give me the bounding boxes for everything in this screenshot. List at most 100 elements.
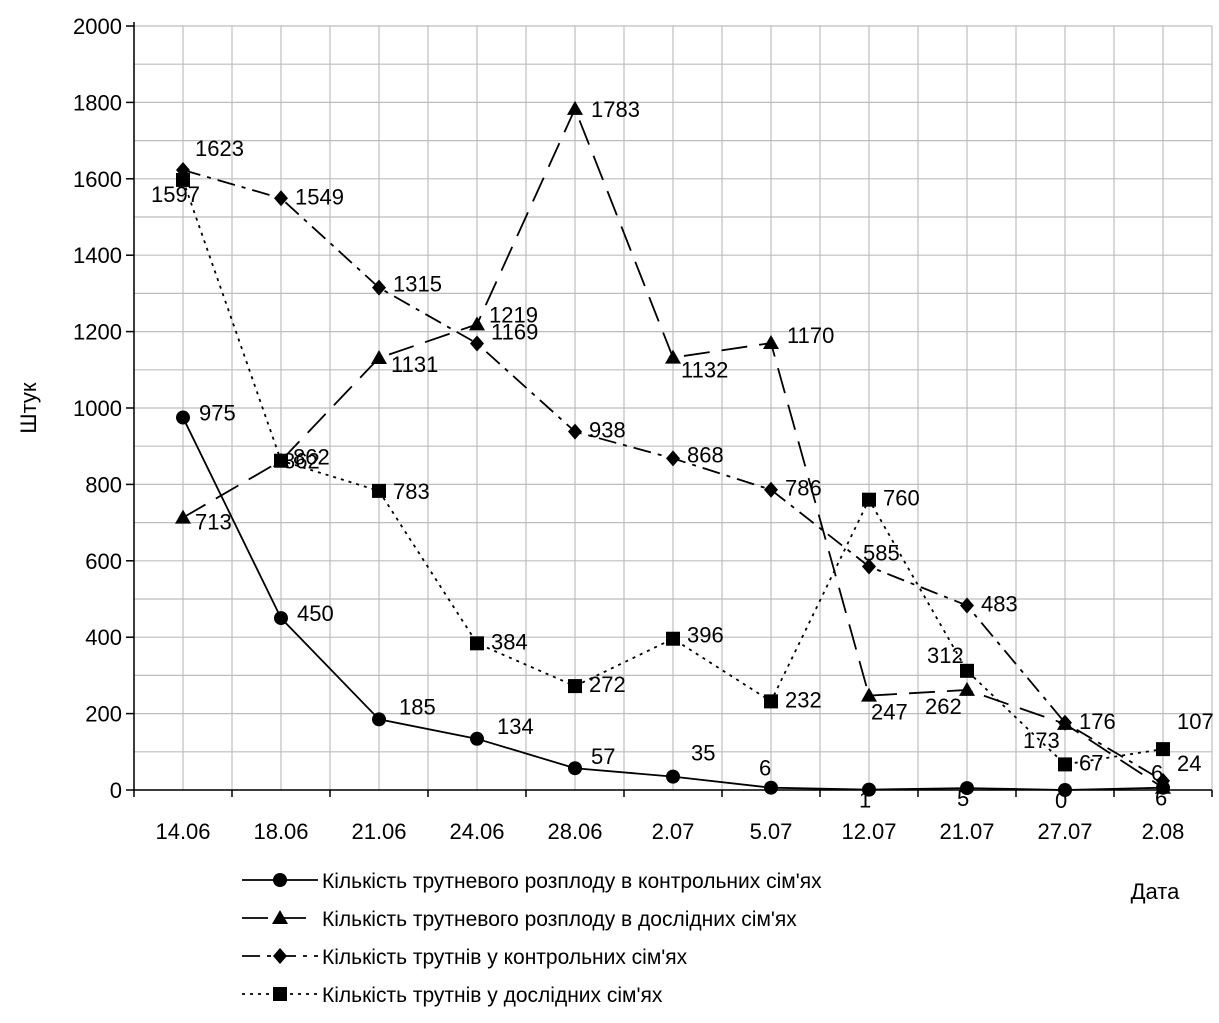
x-tick-label: 24.06 (449, 819, 504, 844)
data-point-diamond (764, 481, 778, 498)
data-point-triangle (959, 681, 975, 696)
x-tick-label: 2.07 (652, 819, 695, 844)
legend-marker-square (273, 987, 287, 1001)
data-label: 176 (1079, 709, 1116, 734)
data-point-diamond (666, 450, 680, 467)
data-point-square (960, 663, 974, 678)
data-point-circle (764, 780, 778, 795)
data-label: 0 (1055, 788, 1067, 813)
data-labels: 975 450 185 134 57 35 6 1 5 0 6 713 862 1131 1219 1783 1… (151, 97, 1214, 813)
data-label: 868 (687, 442, 724, 467)
legend-item: Кількість трутневого розплоду в контроль… (242, 870, 822, 893)
data-point-circle (666, 769, 680, 784)
data-label: 862 (283, 449, 320, 474)
data-label: 24 (1177, 751, 1201, 776)
data-point-triangle (469, 316, 485, 331)
data-label: 5 (957, 786, 969, 811)
data-label: 107 (1177, 709, 1214, 734)
x-tick-label: 14.06 (155, 819, 210, 844)
x-tick-label: 27.07 (1037, 819, 1092, 844)
data-label: 862 (293, 445, 330, 470)
data-label: 1219 (489, 302, 538, 327)
data-point-circle (470, 731, 484, 746)
x-tick-label: 2.08 (1142, 819, 1185, 844)
series-group (175, 100, 1171, 797)
y-tick-label: 1600 (73, 167, 122, 192)
legend-item: Кількість трутнів у контрольних сім'ях (242, 946, 688, 969)
data-label: 57 (591, 744, 615, 769)
data-point-triangle (175, 509, 191, 524)
data-label: 272 (589, 672, 626, 697)
data-point-square (274, 453, 288, 468)
legend-marker-diamond (273, 948, 287, 964)
data-label: 1 (859, 788, 871, 813)
data-label: 134 (497, 714, 534, 739)
data-label: 1623 (195, 136, 244, 161)
data-point-diamond (372, 279, 386, 296)
data-label: 384 (491, 629, 528, 654)
data-label: 1132 (681, 358, 728, 383)
data-point-circle (372, 712, 386, 727)
series-4 (176, 172, 1170, 772)
y-tick-label: 400 (85, 625, 122, 650)
legend-item: Кількість трутнів у дослідних сім'ях (242, 984, 663, 1007)
data-point-triangle (567, 100, 583, 115)
data-label: 1170 (787, 323, 834, 348)
data-label: 1315 (393, 272, 442, 297)
x-tick-label: 21.06 (351, 819, 406, 844)
data-point-square (470, 636, 484, 651)
x-tick-label: 12.07 (841, 819, 896, 844)
y-tick-label: 800 (85, 472, 122, 497)
data-label: 1131 (391, 352, 438, 377)
data-label: 1597 (151, 182, 200, 207)
data-label: 262 (925, 694, 962, 719)
data-label: 713 (195, 510, 232, 535)
data-point-circle (176, 410, 190, 425)
x-axis-title: Дата (1131, 879, 1180, 904)
gridlines (133, 25, 1213, 791)
y-tick-labels: 0 200 400 600 800 1000 1200 1400 1600 1800 2000 (73, 14, 122, 803)
y-axis-title: Штук (16, 382, 41, 433)
data-label: 585 (863, 541, 900, 566)
data-label: 1549 (295, 184, 344, 209)
data-point-square (764, 694, 778, 709)
data-label: 173 (1023, 728, 1060, 753)
y-tick-label: 600 (85, 549, 122, 574)
legend-label: Кількість трутневого розплоду в дослідни… (322, 908, 797, 931)
y-tick-label: 2000 (73, 14, 122, 39)
legend-label: Кількість трутнів у контрольних сім'ях (322, 946, 688, 969)
x-tick-label: 21.07 (939, 819, 994, 844)
data-point-circle (960, 781, 974, 796)
series-3 (176, 162, 1170, 789)
data-label: 1169 (491, 319, 538, 344)
data-label: 396 (687, 623, 724, 648)
data-label: 938 (589, 418, 626, 443)
data-label: 312 (927, 643, 964, 668)
y-tick-label: 1800 (73, 90, 122, 115)
data-label: 35 (691, 741, 715, 766)
legend-marker-triangle (272, 910, 288, 924)
data-point-diamond (568, 423, 582, 440)
data-point-square (862, 492, 876, 507)
legend-label: Кількість трутневого розплоду в контроль… (322, 870, 822, 893)
axes (126, 22, 1213, 797)
data-label: 232 (785, 687, 822, 712)
data-point-diamond (1156, 772, 1170, 789)
data-label: 6 (1151, 761, 1163, 786)
y-tick-label: 1400 (73, 243, 122, 268)
data-label: 247 (871, 700, 908, 725)
data-label: 786 (785, 476, 822, 501)
data-label: 483 (981, 591, 1018, 616)
legend-marker-circle (273, 873, 287, 887)
data-point-circle (568, 761, 582, 776)
data-point-square (568, 679, 582, 694)
legend-item: Кількість трутневого розплоду в дослідни… (242, 908, 797, 931)
y-tick-label: 1000 (73, 396, 122, 421)
x-tick-label: 18.06 (253, 819, 308, 844)
data-point-diamond (470, 335, 484, 352)
legend-label: Кількість трутнів у дослідних сім'ях (322, 984, 663, 1007)
data-point-triangle (861, 687, 877, 702)
x-tick-labels: 14.06 18.06 21.06 24.06 28.06 2.07 5.07 12.07 21… (155, 819, 1184, 844)
data-point-triangle (371, 349, 387, 364)
